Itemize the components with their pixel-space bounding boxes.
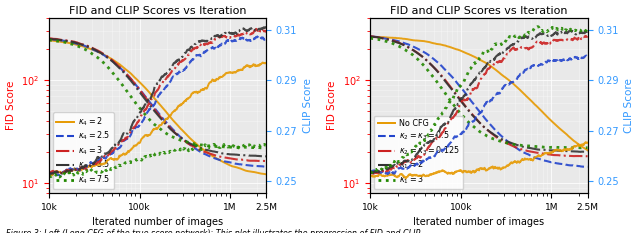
Title: FID and CLIP Scores vs Iteration: FID and CLIP Scores vs Iteration: [390, 6, 568, 16]
Y-axis label: FID Score: FID Score: [6, 81, 15, 130]
Y-axis label: FID Score: FID Score: [327, 81, 337, 130]
Legend: $\kappa_4 = 2$, $\kappa_4 = 2.5$, $\kappa_4 = 3$, $\kappa_4 = 3.5$, $\kappa_4 = : $\kappa_4 = 2$, $\kappa_4 = 2.5$, $\kapp…: [53, 112, 113, 189]
X-axis label: Iterated number of images: Iterated number of images: [413, 217, 545, 227]
X-axis label: Iterated number of images: Iterated number of images: [92, 217, 223, 227]
Y-axis label: CLIP Score: CLIP Score: [303, 78, 313, 133]
Title: FID and CLIP Scores vs Iteration: FID and CLIP Scores vs Iteration: [69, 6, 246, 16]
Legend: No CFG, $\kappa_2 = \kappa_3 = 0.5$, $\kappa_2 = \kappa_3 = 0.125$, $\kappa_1 = : No CFG, $\kappa_2 = \kappa_3 = 0.5$, $\k…: [374, 116, 463, 189]
Y-axis label: CLIP Score: CLIP Score: [625, 78, 634, 133]
Text: Figure 3: Left (Long CFG of the true score network): This plot illustrates the p: Figure 3: Left (Long CFG of the true sco…: [6, 229, 420, 233]
